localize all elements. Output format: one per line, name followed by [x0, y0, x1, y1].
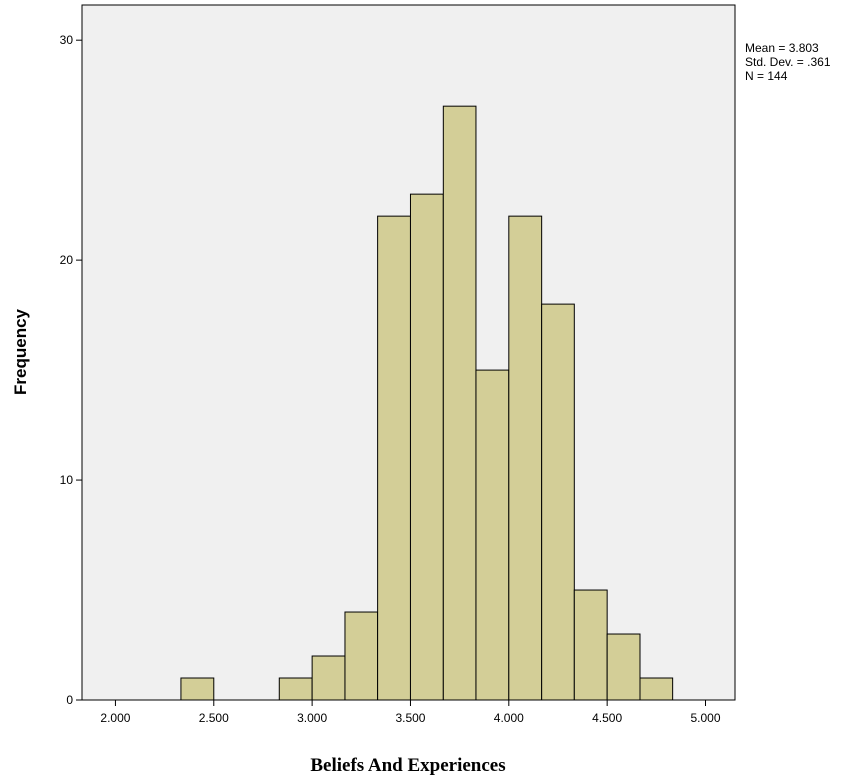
x-tick-label: 4.000 [494, 711, 524, 725]
y-tick-label: 10 [60, 473, 74, 487]
stat-text: N = 144 [745, 69, 788, 83]
bar [278, 677, 313, 701]
x-tick-label: 3.000 [297, 711, 327, 725]
bar [508, 215, 543, 701]
bar [409, 193, 444, 701]
x-tick-label: 3.500 [395, 711, 425, 725]
x-tick-label: 2.000 [100, 711, 130, 725]
bar [606, 633, 641, 701]
x-tick-label: 4.500 [592, 711, 622, 725]
y-tick-label: 30 [60, 33, 74, 47]
x-tick-label: 2.500 [199, 711, 229, 725]
bar [311, 655, 346, 701]
y-tick-label: 0 [66, 693, 73, 707]
x-axis-title: Beliefs And Experiences [310, 755, 505, 776]
stat-text: Mean = 3.803 [745, 41, 819, 55]
bar [573, 589, 608, 701]
x-tick-label: 5.000 [690, 711, 720, 725]
bar [180, 677, 215, 701]
bar [344, 611, 379, 701]
bar [377, 215, 411, 701]
y-tick-label: 20 [60, 253, 74, 267]
y-axis-title: Frequency [11, 308, 30, 395]
bar [442, 105, 477, 701]
bar [639, 677, 674, 701]
bar [475, 369, 510, 701]
stat-text: Std. Dev. = .361 [745, 55, 831, 69]
bar [541, 303, 575, 701]
